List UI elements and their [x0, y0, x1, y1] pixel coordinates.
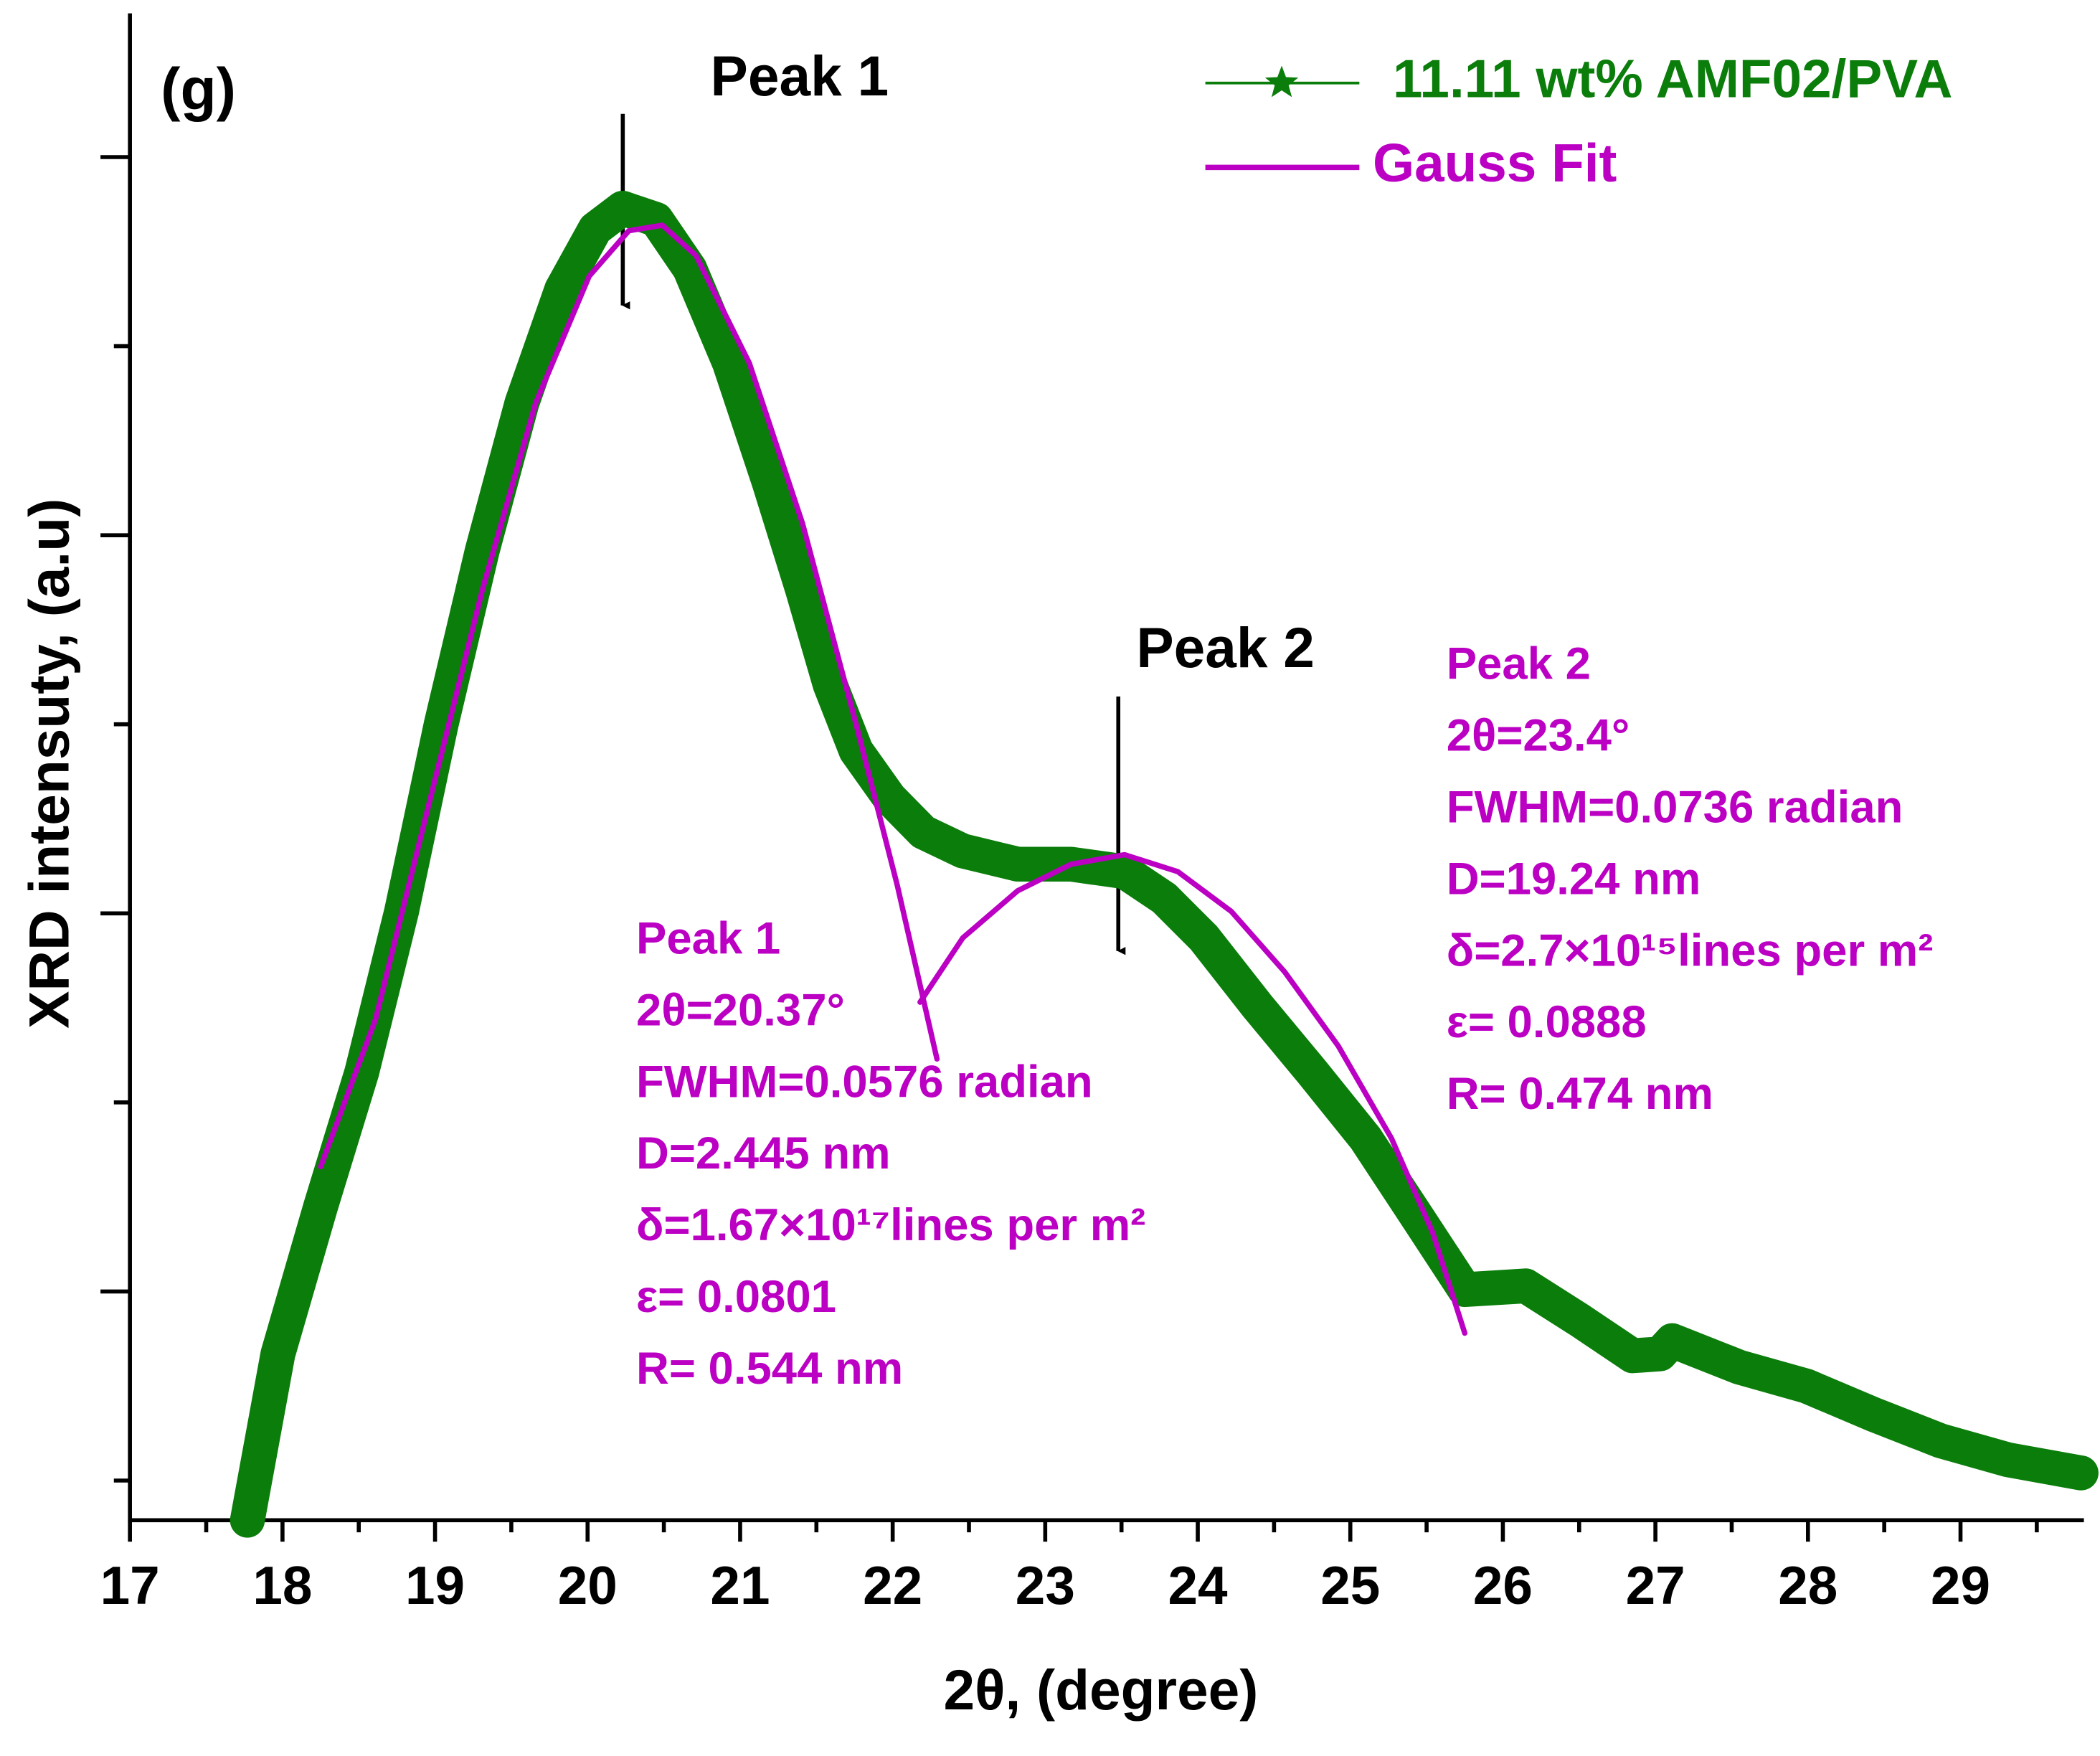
- annotation-text: R= 0.474 nm: [1447, 1069, 1713, 1119]
- annotation-text: δ=2.7×10¹⁵lines per m²: [1447, 925, 1934, 976]
- annotation-text: Peak 1: [636, 913, 780, 963]
- legend-label: Gauss Fit: [1373, 133, 1617, 193]
- annotation-text: FWHM=0.0736 radian: [1447, 782, 1903, 832]
- legend-label: 11.11 wt% AMF02/PVA: [1393, 49, 1952, 109]
- annotation-text: R= 0.544 nm: [636, 1344, 903, 1394]
- data-line: [318, 222, 1468, 1336]
- annotation-text: 2θ=20.37°: [636, 985, 845, 1035]
- x-tick-label: 28: [1778, 1555, 1838, 1615]
- annotation-text: ε= 0.0888: [1447, 997, 1647, 1047]
- x-tick-label: 29: [1931, 1555, 1990, 1615]
- y-axis-label: XRD intensuty, (a.u): [17, 499, 80, 1029]
- x-tick-label: 21: [710, 1555, 770, 1615]
- peak-label: Peak 1: [711, 44, 889, 108]
- annotation-text: D=19.24 nm: [1447, 854, 1701, 904]
- annotation-text: FWHM=0.0576 radian: [636, 1057, 1093, 1107]
- annotation-text: ε= 0.0801: [636, 1272, 836, 1322]
- x-tick-label: 20: [558, 1555, 618, 1615]
- annotation-text: D=2.445 nm: [636, 1128, 891, 1179]
- annotation-text: 2θ=23.4°: [1447, 711, 1630, 761]
- x-tick-label: 25: [1320, 1555, 1380, 1615]
- annotation-text: δ=1.67×10¹⁷lines per m²: [636, 1200, 1145, 1250]
- data-line: [230, 190, 2099, 1538]
- legend-marker: [1264, 65, 1299, 98]
- x-tick-label: 26: [1473, 1555, 1533, 1615]
- annotation-text: Peak 2: [1447, 639, 1591, 689]
- x-tick-label: 18: [252, 1555, 312, 1615]
- x-tick-label: 19: [405, 1555, 465, 1615]
- x-tick-label: 22: [863, 1555, 922, 1615]
- peak-label: Peak 2: [1136, 616, 1315, 679]
- x-axis-label: 2θ, (degree): [944, 1658, 1259, 1722]
- x-tick-label: 24: [1168, 1555, 1229, 1615]
- x-tick-label: 23: [1016, 1555, 1075, 1615]
- panel-label: (g): [161, 57, 236, 122]
- x-tick-label: 17: [100, 1555, 160, 1615]
- x-tick-label: 27: [1626, 1555, 1685, 1615]
